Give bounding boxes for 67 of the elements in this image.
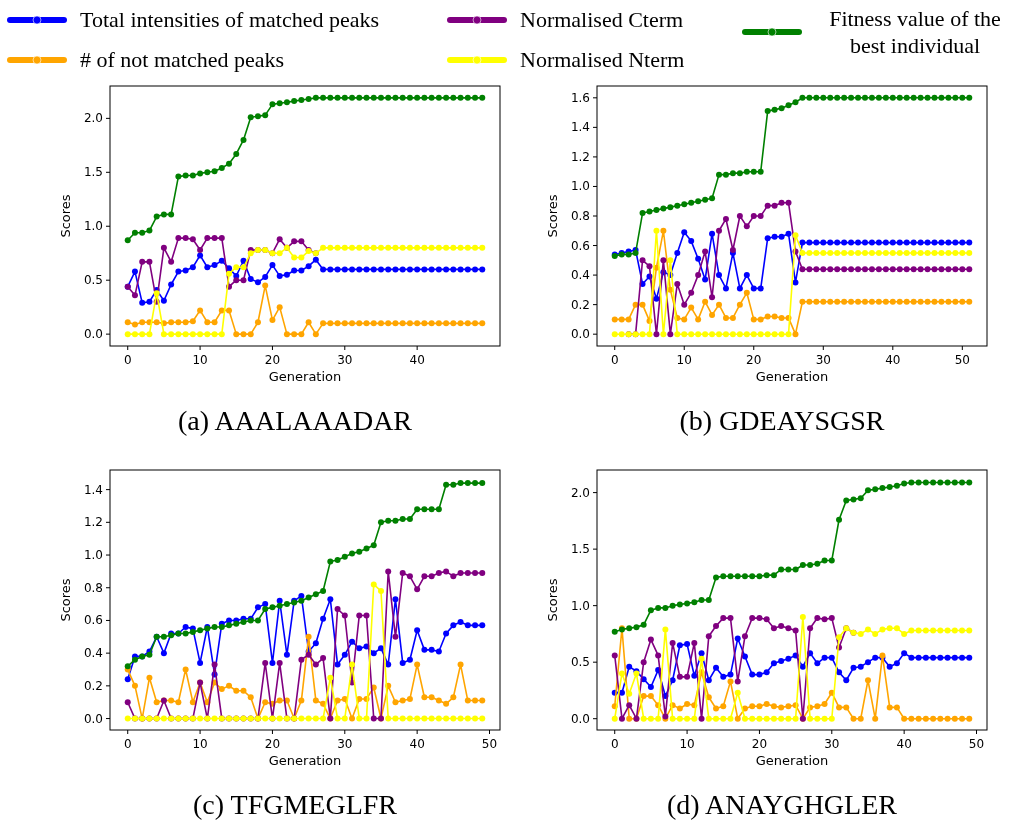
x-tick-label: 40 <box>409 353 425 367</box>
y-tick-label: 1.6 <box>570 90 590 105</box>
x-tick-label: 10 <box>676 353 692 367</box>
x-tick-label: 50 <box>481 737 498 751</box>
x-axis-title: Generation <box>755 753 829 768</box>
x-tick-label: 50 <box>968 737 985 751</box>
y-tick-label: 0.0 <box>83 327 103 342</box>
text: (a) AAALAAADAR <box>177 405 413 436</box>
y-axis-title: Scores <box>545 578 560 622</box>
x-tick-label: 10 <box>192 353 208 367</box>
x-axis-title: Generation <box>755 369 829 384</box>
x-tick-label: 10 <box>679 737 695 751</box>
y-tick-label: 0.8 <box>83 580 103 595</box>
legend-label: # of not matched peaks <box>80 47 285 72</box>
x-tick-label: 20 <box>746 353 762 367</box>
x-tick-label: 20 <box>264 737 281 751</box>
y-axis-title: Scores <box>545 194 560 238</box>
x-tick-label: 30 <box>337 353 353 367</box>
y-axis-title: Scores <box>58 194 73 238</box>
x-tick-label: 20 <box>264 353 281 367</box>
text: (c) TFGMEGLFR <box>192 789 398 820</box>
y-tick-label: 0.6 <box>83 613 103 628</box>
x-tick-label: 40 <box>885 353 901 367</box>
y-tick-label: 1.5 <box>83 165 103 180</box>
x-tick-label: 0 <box>123 353 132 367</box>
y-tick-label: 1.0 <box>83 548 103 563</box>
y-tick-label: 0.5 <box>570 655 590 670</box>
legend-label: Fitness value of the best individual <box>829 6 1001 58</box>
y-tick-label: 1.0 <box>83 219 103 234</box>
y-tick-label: 1.4 <box>83 482 103 497</box>
y-tick-label: 0.0 <box>83 711 103 726</box>
y-tick-label: 0.4 <box>570 268 590 283</box>
y-tick-label: 0.0 <box>570 327 590 342</box>
x-tick-label: 30 <box>337 737 353 751</box>
x-tick-label: 40 <box>409 737 425 751</box>
x-tick-label: 50 <box>954 353 970 367</box>
y-tick-label: 1.0 <box>570 598 590 613</box>
legend-label: Total intensities of matched peaks <box>80 7 380 32</box>
x-tick-label: 10 <box>192 737 208 751</box>
x-tick-label: 30 <box>815 353 831 367</box>
y-tick-label: 1.0 <box>570 179 590 194</box>
y-tick-label: 1.4 <box>570 120 590 135</box>
legend-label: Normalised Cterm <box>520 7 684 32</box>
x-tick-label: 0 <box>610 737 619 751</box>
x-tick-label: 40 <box>896 737 912 751</box>
y-tick-label: 0.8 <box>570 209 590 223</box>
y-tick-label: 0.2 <box>83 678 103 693</box>
y-tick-label: 2.0 <box>83 111 103 126</box>
legend-label: Normalised Nterm <box>520 47 685 72</box>
y-tick-label: 0.5 <box>83 273 103 288</box>
y-tick-label: 0.4 <box>83 646 103 661</box>
x-tick-label: 0 <box>123 737 132 751</box>
x-tick-label: 30 <box>824 737 840 751</box>
y-axis-title: Scores <box>58 578 73 622</box>
y-tick-label: 1.2 <box>570 149 590 164</box>
y-tick-label: 0.2 <box>570 297 590 312</box>
x-tick-label: 20 <box>751 737 768 751</box>
y-tick-label: 1.2 <box>83 515 103 530</box>
x-axis-title: Generation <box>268 753 342 768</box>
x-tick-label: 0 <box>610 353 619 367</box>
text: (b) GDEAYSGSR <box>679 405 885 436</box>
x-axis-title: Generation <box>268 369 342 384</box>
y-tick-label: 0.0 <box>570 711 590 726</box>
y-tick-label: 2.0 <box>570 485 590 500</box>
text: (d) ANAYGHGLER <box>667 789 898 820</box>
y-tick-label: 0.6 <box>570 238 590 253</box>
y-tick-label: 1.5 <box>570 542 590 557</box>
